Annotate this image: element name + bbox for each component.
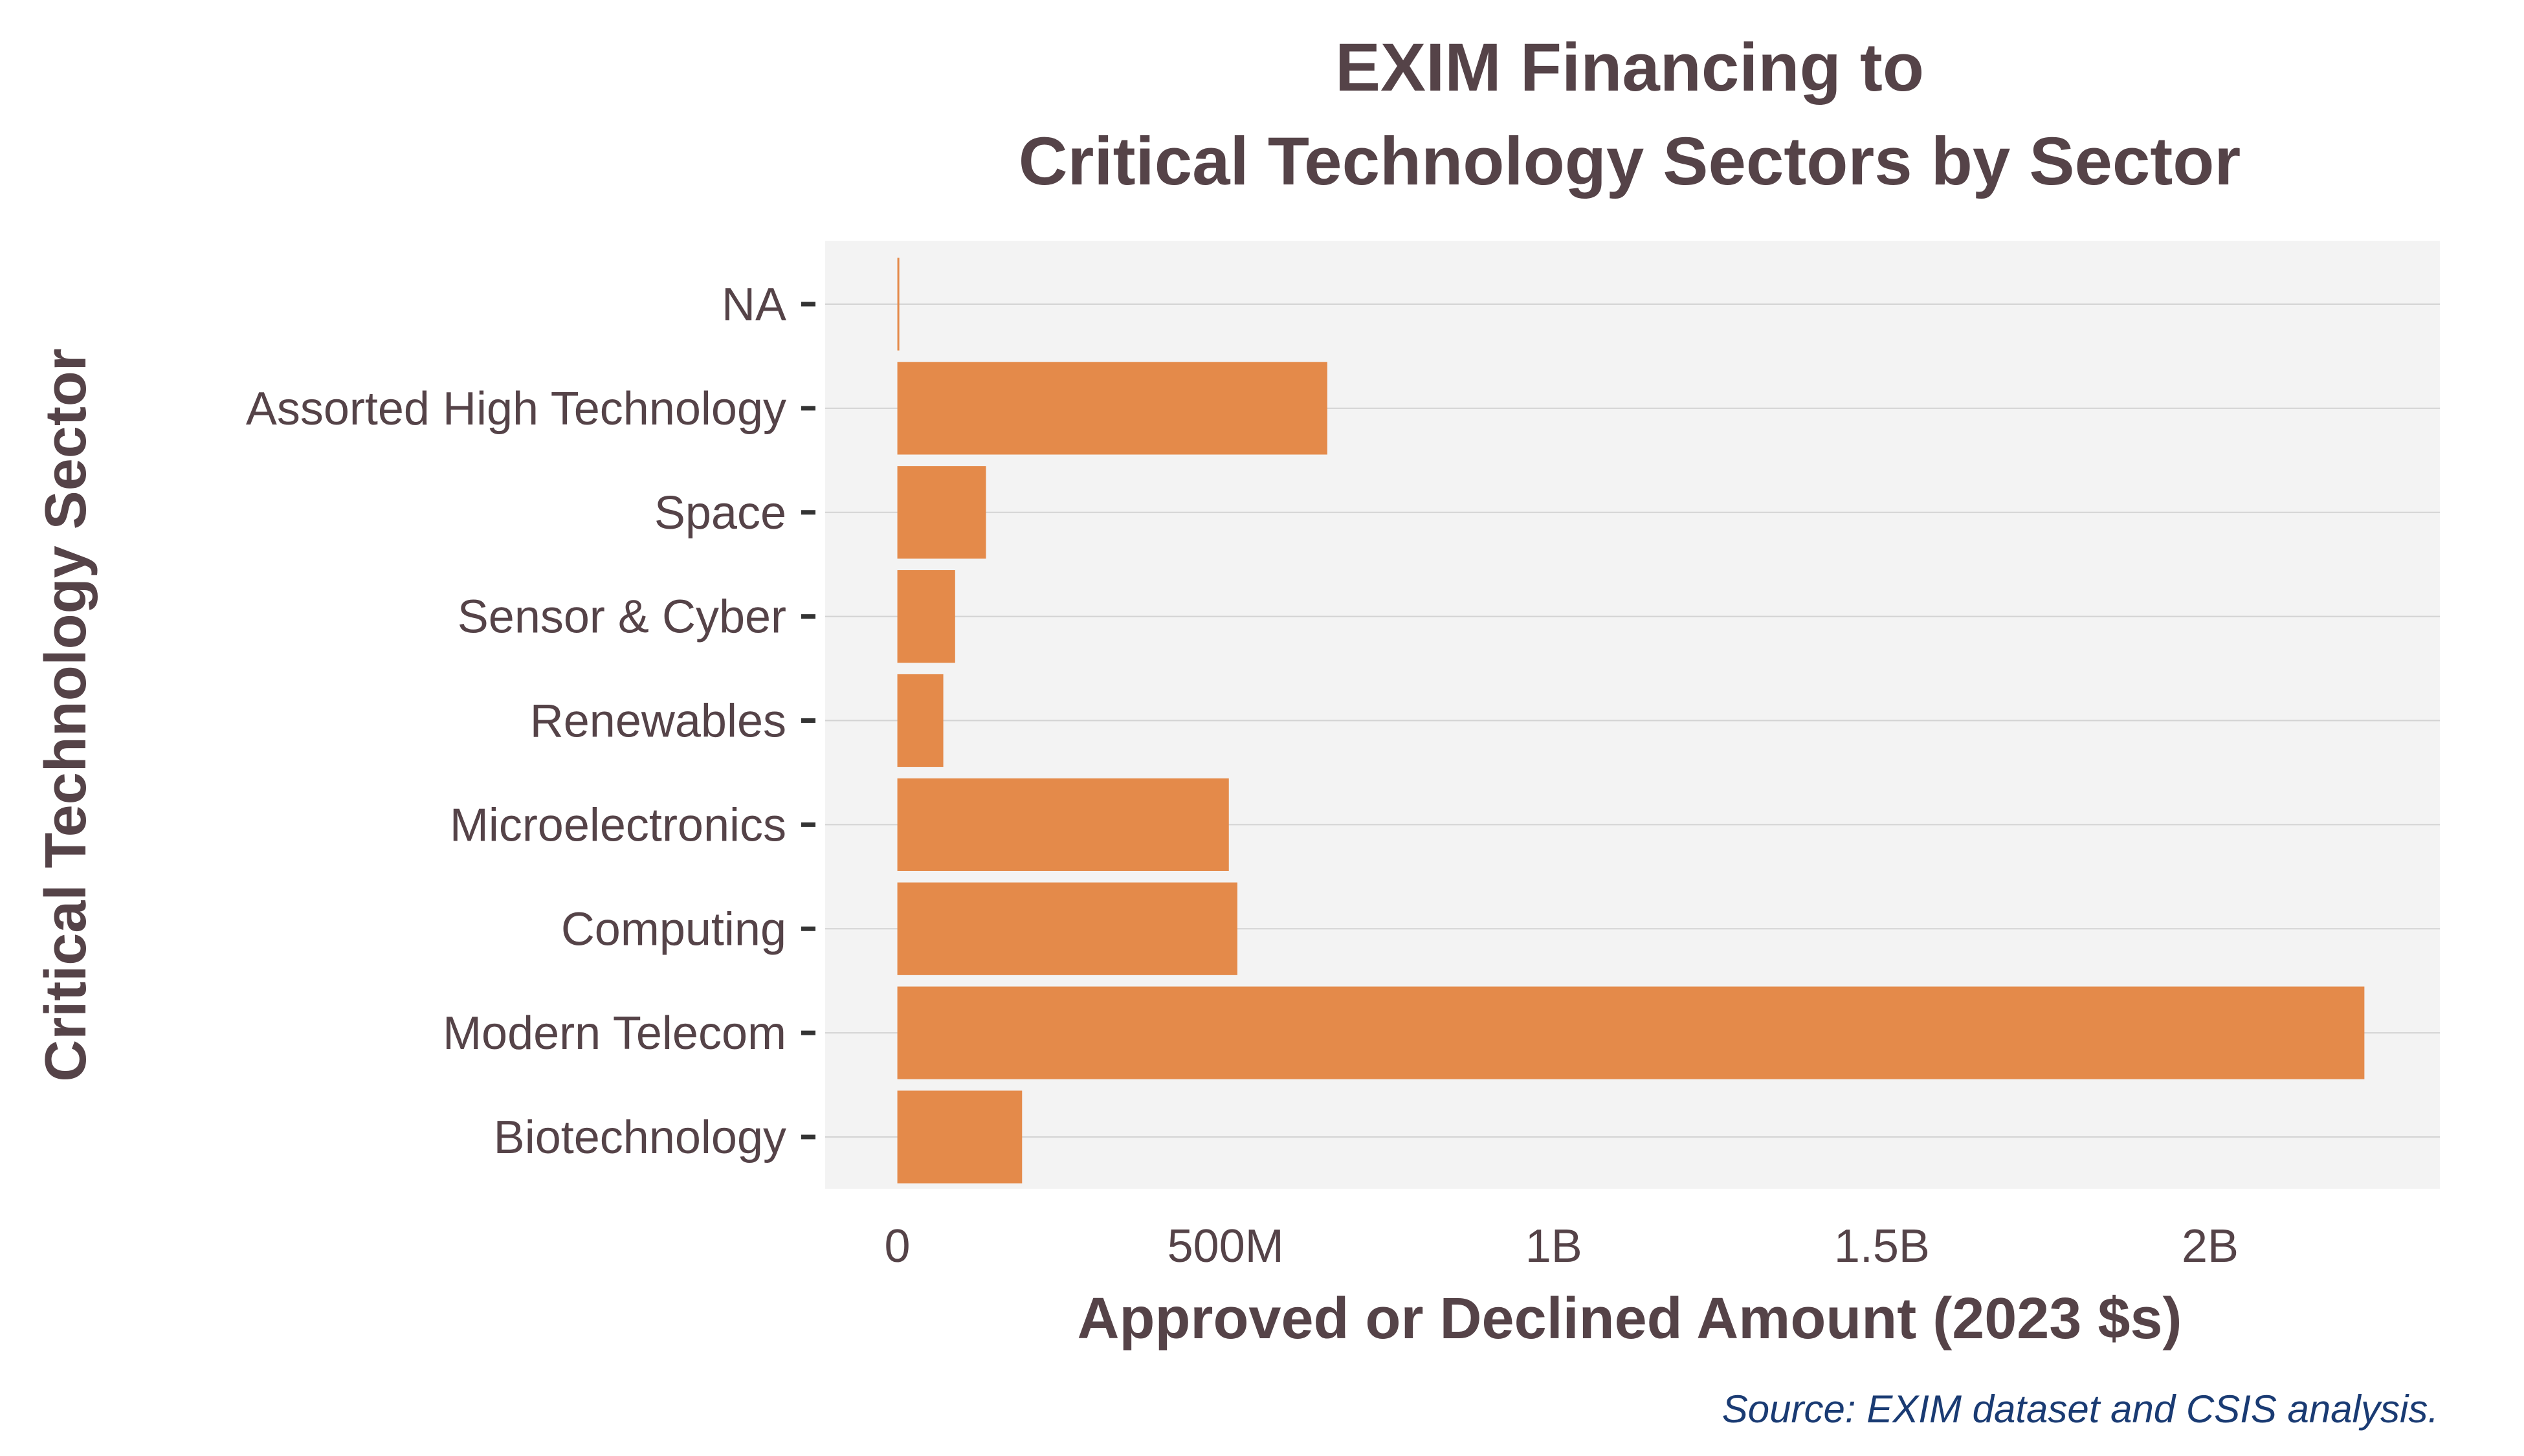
y-tick-label: Space [654, 487, 786, 539]
chart-title: EXIM Financing to Critical Technology Se… [1019, 30, 2241, 199]
bar-renewables [897, 674, 944, 767]
y-tick-label: Modern Telecom [443, 1008, 786, 1059]
y-axis-title: Critical Technology Sector [34, 348, 98, 1082]
y-tick-label: NA [722, 279, 786, 331]
bar-na [897, 258, 900, 351]
chart-title-line-2: Critical Technology Sectors by Sector [1019, 124, 2241, 199]
y-axis-ticks [801, 302, 815, 1140]
bar-sensor-cyber [897, 570, 955, 663]
x-axis-tick-labels: 0 500M 1B 1.5B 2B [885, 1220, 2239, 1272]
y-tick-label: Assorted High Technology [246, 383, 786, 435]
x-tick-label: 0 [885, 1220, 911, 1272]
x-tick-label: 1.5B [1834, 1220, 1930, 1272]
y-tick-label: Sensor & Cyber [458, 591, 786, 643]
bar-modern-telecom [897, 986, 2365, 1079]
y-tick-label: Renewables [530, 696, 786, 747]
bar-computing [897, 882, 1237, 975]
y-tick-label: Biotechnology [494, 1112, 786, 1164]
bar-biotechnology [897, 1090, 1023, 1184]
y-axis-tick-labels: NA Assorted High Technology Space Sensor & … [246, 279, 786, 1164]
bars [897, 258, 2365, 1184]
bar-space [897, 466, 986, 559]
bar-assorted-high-technology [897, 362, 1327, 455]
x-tick-label: 500M [1168, 1220, 1284, 1272]
chart-title-line-1: EXIM Financing to [1335, 30, 1924, 105]
y-tick-label: Microelectronics [450, 799, 786, 851]
source-note: Source: EXIM dataset and CSIS analysis. [1722, 1387, 2439, 1431]
bar-microelectronics [897, 778, 1229, 871]
x-axis-title: Approved or Declined Amount (2023 $s) [1077, 1286, 2182, 1351]
x-tick-label: 1B [1525, 1220, 1582, 1272]
y-tick-label: Computing [561, 903, 786, 955]
x-tick-label: 2B [2182, 1220, 2239, 1272]
